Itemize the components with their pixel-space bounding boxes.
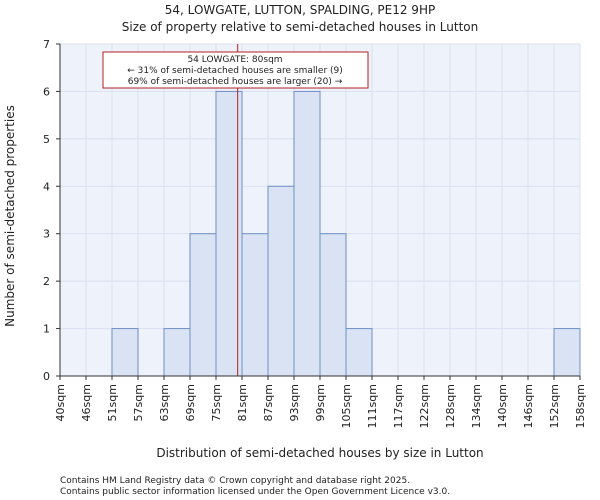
bar — [241, 233, 269, 377]
y-tick-label: 4 — [43, 180, 50, 193]
annotation-frame — [102, 51, 369, 89]
annotation-box: 54 LOWGATE: 80sqm ← 31% of semi-detached… — [102, 51, 369, 89]
axes — [56, 43, 581, 380]
y-tick-label: 0 — [43, 370, 50, 383]
chart-subtitle: Size of property relative to semi-detach… — [122, 20, 478, 34]
x-tick-labels: 40sqm 46sqm 51sqm 57sqm 63sqm 69sqm 75sqm 81sqm… — [54, 384, 587, 428]
x-tick-label: 158sqm — [574, 384, 587, 428]
bar — [163, 328, 191, 377]
x-tick-label: 128sqm — [444, 384, 457, 428]
x-tick-label: 87sqm — [262, 384, 275, 421]
y-tick-labels: 0 1 2 3 4 5 6 7 — [43, 38, 50, 383]
chart-title: 54, LOWGATE, LUTTON, SPALDING, PE12 9HP — [165, 3, 435, 17]
footer-line-1: Contains HM Land Registry data © Crown c… — [60, 476, 410, 486]
y-tick-label: 5 — [43, 133, 50, 146]
annotation-title: 54 LOWGATE: 80sqm — [187, 55, 282, 65]
x-axis-label: Distribution of semi-detached houses by … — [156, 446, 483, 460]
x-tick-label: 46sqm — [80, 384, 93, 421]
y-tick-label: 1 — [43, 323, 50, 336]
bar — [345, 328, 373, 377]
x-tick-label: 111sqm — [366, 384, 379, 428]
x-tick-label: 122sqm — [418, 384, 431, 428]
x-tick-label: 81sqm — [236, 384, 249, 421]
bar — [293, 90, 321, 377]
bar — [319, 233, 347, 377]
x-tick-label: 146sqm — [522, 384, 535, 428]
x-tick-label: 117sqm — [392, 384, 405, 428]
x-tick-label: 93sqm — [288, 384, 301, 421]
annotation-larger: 69% of semi-detached houses are larger (… — [128, 77, 343, 87]
bars — [111, 90, 581, 377]
x-tick-label: 40sqm — [54, 384, 67, 421]
x-tick-label: 57sqm — [132, 384, 145, 421]
y-axis-label: Number of semi-detached properties — [3, 105, 17, 327]
bar — [553, 328, 581, 377]
x-tick-label: 75sqm — [210, 384, 223, 421]
x-tick-label: 51sqm — [106, 384, 119, 421]
y-tick-label: 3 — [43, 228, 50, 241]
bar — [111, 328, 139, 377]
x-tick-label: 105sqm — [340, 384, 353, 428]
x-tick-label: 152sqm — [548, 384, 561, 428]
bar — [189, 233, 217, 377]
y-tick-label: 6 — [43, 85, 50, 98]
x-tick-label: 99sqm — [314, 384, 327, 421]
x-tick-label: 134sqm — [470, 384, 483, 428]
y-tick-label: 7 — [43, 38, 50, 51]
bar — [267, 185, 295, 377]
x-tick-label: 140sqm — [496, 384, 509, 428]
x-tick-label: 69sqm — [184, 384, 197, 421]
y-tick-label: 2 — [43, 275, 50, 288]
annotation-smaller: ← 31% of semi-detached houses are smalle… — [127, 66, 343, 76]
footer-line-2: Contains public sector information licen… — [60, 487, 450, 497]
x-tick-label: 63sqm — [158, 384, 171, 421]
